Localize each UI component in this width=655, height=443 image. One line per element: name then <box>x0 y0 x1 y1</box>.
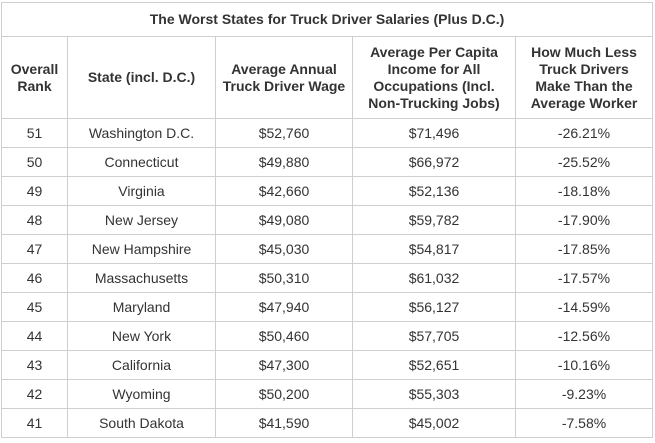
table-body: 51 Washington D.C. $52,760 $71,496 -26.21% 50… <box>1 118 654 438</box>
difference-cell: -26.21% <box>514 118 654 148</box>
rank-cell: 41 <box>1 408 68 438</box>
table-row: 43 California $47,300 $52,651 -10.16% <box>1 350 654 380</box>
table-row: 51 Washington D.C. $52,760 $71,496 -26.21% <box>1 118 654 148</box>
table-row: 46 Massachusetts $50,310 $61,032 -17.57% <box>1 263 654 293</box>
table-row: 48 New Jersey $49,080 $59,782 -17.90% <box>1 205 654 235</box>
table-title: The Worst States for Truck Driver Salari… <box>0 2 654 37</box>
difference-cell: -14.59% <box>514 292 654 322</box>
table-row: 49 Virginia $42,660 $52,136 -18.18% <box>1 176 654 206</box>
income-cell: $57,705 <box>352 321 516 351</box>
wage-cell: $49,080 <box>215 205 353 235</box>
income-cell: $59,782 <box>352 205 516 235</box>
wage-cell: $50,460 <box>215 321 353 351</box>
state-cell: California <box>67 350 216 380</box>
difference-cell: -17.57% <box>514 263 654 293</box>
income-cell: $66,972 <box>352 147 516 177</box>
state-cell: Washington D.C. <box>67 118 216 148</box>
rank-cell: 48 <box>1 205 68 235</box>
rank-cell: 43 <box>1 350 68 380</box>
table-row: 44 New York $50,460 $57,705 -12.56% <box>1 321 654 351</box>
wage-cell: $47,940 <box>215 292 353 322</box>
state-cell: South Dakota <box>67 408 216 438</box>
header-per-capita-income: Average Per Capita Income for All Occupa… <box>352 36 516 119</box>
table-row: 45 Maryland $47,940 $56,127 -14.59% <box>1 292 654 322</box>
wage-cell: $50,200 <box>215 379 353 409</box>
table-row: 50 Connecticut $49,880 $66,972 -25.52% <box>1 147 654 177</box>
income-cell: $56,127 <box>352 292 516 322</box>
header-overall-rank: Overall Rank <box>1 36 68 119</box>
wage-cell: $47,300 <box>215 350 353 380</box>
rank-cell: 45 <box>1 292 68 322</box>
income-cell: $52,136 <box>352 176 516 206</box>
rank-cell: 49 <box>1 176 68 206</box>
wage-cell: $41,590 <box>215 408 353 438</box>
state-cell: Maryland <box>67 292 216 322</box>
difference-cell: -17.90% <box>514 205 654 235</box>
state-cell: Connecticut <box>67 147 216 177</box>
wage-cell: $45,030 <box>215 234 353 264</box>
wage-cell: $50,310 <box>215 263 353 293</box>
state-cell: New York <box>67 321 216 351</box>
wage-cell: $49,880 <box>215 147 353 177</box>
header-difference: How Much Less Truck Drivers Make Than th… <box>514 36 654 119</box>
header-truck-driver-wage: Average Annual Truck Driver Wage <box>215 36 353 119</box>
difference-cell: -12.56% <box>514 321 654 351</box>
state-cell: Wyoming <box>67 379 216 409</box>
state-cell: Massachusetts <box>67 263 216 293</box>
difference-cell: -17.85% <box>514 234 654 264</box>
income-cell: $71,496 <box>352 118 516 148</box>
difference-cell: -9.23% <box>514 379 654 409</box>
state-cell: Virginia <box>67 176 216 206</box>
income-cell: $55,303 <box>352 379 516 409</box>
wage-cell: $42,660 <box>215 176 353 206</box>
rank-cell: 44 <box>1 321 68 351</box>
rank-cell: 46 <box>1 263 68 293</box>
income-cell: $52,651 <box>352 350 516 380</box>
difference-cell: -7.58% <box>514 408 654 438</box>
rank-cell: 42 <box>1 379 68 409</box>
table-row: 47 New Hampshire $45,030 $54,817 -17.85% <box>1 234 654 264</box>
state-cell: New Jersey <box>67 205 216 235</box>
difference-cell: -18.18% <box>514 176 654 206</box>
income-cell: $45,002 <box>352 408 516 438</box>
state-cell: New Hampshire <box>67 234 216 264</box>
rank-cell: 50 <box>1 147 68 177</box>
table-row: 42 Wyoming $50,200 $55,303 -9.23% <box>1 379 654 409</box>
header-state: State (incl. D.C.) <box>67 36 216 119</box>
difference-cell: -25.52% <box>514 147 654 177</box>
table-row: 41 South Dakota $41,590 $45,002 -7.58% <box>1 408 654 438</box>
income-cell: $61,032 <box>352 263 516 293</box>
rank-cell: 51 <box>1 118 68 148</box>
wage-cell: $52,760 <box>215 118 353 148</box>
difference-cell: -10.16% <box>514 350 654 380</box>
income-cell: $54,817 <box>352 234 516 264</box>
rank-cell: 47 <box>1 234 68 264</box>
